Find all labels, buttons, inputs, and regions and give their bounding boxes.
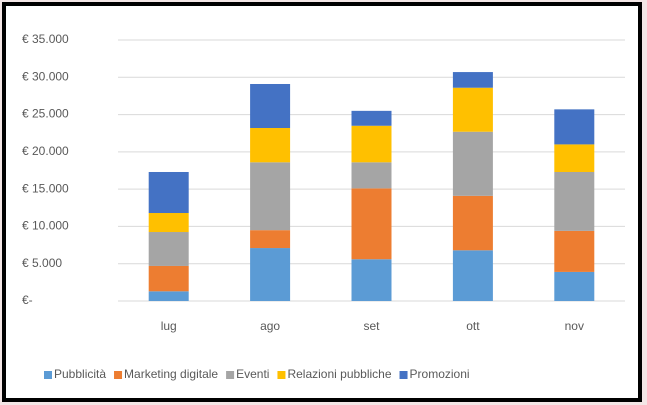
bar-segment — [351, 110, 392, 126]
y-tick-label: € 25.000 — [22, 107, 69, 121]
x-tick-label: lug — [161, 319, 177, 333]
legend-label: Relazioni pubbliche — [287, 367, 391, 381]
bar-segment — [148, 265, 189, 292]
y-tick-label: € 5.000 — [22, 256, 62, 270]
legend-swatch — [114, 371, 123, 379]
bar-segment — [554, 230, 595, 272]
x-tick-label: ott — [466, 319, 480, 333]
legend-swatch — [44, 371, 52, 379]
y-tick-label: € 30.000 — [22, 69, 69, 83]
legend-label: Eventi — [236, 367, 269, 381]
legend-swatch — [226, 371, 235, 379]
legend-label: Promozioni — [410, 367, 470, 381]
bar-segment — [554, 109, 595, 145]
legend-swatch — [277, 371, 286, 379]
x-tick-label: ago — [260, 319, 280, 333]
bar-segment — [452, 131, 493, 196]
bar-segment — [250, 248, 291, 301]
bar-segment — [554, 271, 595, 301]
chart-frame — [2, 2, 642, 402]
x-tick-label: nov — [565, 319, 584, 333]
bar-segment — [351, 125, 392, 163]
y-tick-label: € 20.000 — [22, 144, 69, 158]
bar-segment — [148, 232, 189, 266]
bar-segment — [148, 291, 189, 301]
bar-segment — [250, 127, 291, 163]
bar-segment — [554, 144, 595, 172]
bar-segment — [250, 83, 291, 128]
y-tick-label: € 35.000 — [22, 32, 69, 46]
bar-segment — [351, 162, 392, 189]
legend-label: Pubblicità — [54, 367, 106, 381]
bar-segment — [452, 87, 493, 132]
legend-label: Marketing digitale — [124, 367, 218, 381]
legend-swatch — [399, 371, 408, 379]
bar-segment — [452, 250, 493, 301]
bar-segment — [250, 162, 291, 231]
y-tick-label: €- — [22, 293, 33, 307]
y-tick-label: € 10.000 — [22, 219, 69, 233]
x-tick-label: set — [363, 319, 380, 333]
bar-segment — [148, 171, 189, 214]
y-tick-label: € 15.000 — [22, 181, 69, 195]
bar-segment — [452, 195, 493, 251]
bar-segment — [250, 230, 291, 249]
bar-segment — [351, 188, 392, 260]
bar-segment — [554, 171, 595, 231]
bar-segment — [148, 213, 189, 233]
bar-segment — [351, 259, 392, 301]
bar-segment — [452, 72, 493, 88]
